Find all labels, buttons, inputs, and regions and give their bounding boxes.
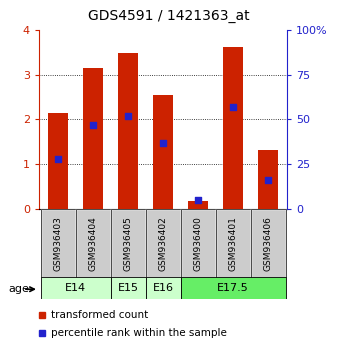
Bar	[83, 68, 103, 209]
Text: GDS4591 / 1421363_at: GDS4591 / 1421363_at	[88, 9, 250, 23]
FancyBboxPatch shape	[41, 209, 76, 278]
Point	[231, 104, 236, 110]
FancyBboxPatch shape	[180, 209, 216, 278]
FancyBboxPatch shape	[41, 277, 111, 299]
FancyBboxPatch shape	[76, 209, 111, 278]
Text: E15: E15	[118, 283, 139, 293]
FancyBboxPatch shape	[216, 209, 250, 278]
Text: E16: E16	[152, 283, 174, 293]
Point	[161, 140, 166, 145]
Text: GSM936406: GSM936406	[264, 216, 272, 271]
Bar	[189, 201, 208, 209]
Text: E17.5: E17.5	[217, 283, 249, 293]
Text: transformed count: transformed count	[51, 310, 148, 320]
Text: GSM936405: GSM936405	[124, 216, 132, 271]
FancyBboxPatch shape	[250, 209, 286, 278]
Text: GSM936404: GSM936404	[89, 216, 98, 271]
Text: GSM936403: GSM936403	[54, 216, 63, 271]
Point	[125, 113, 131, 119]
Bar	[153, 95, 173, 209]
Bar	[119, 53, 138, 209]
FancyBboxPatch shape	[111, 277, 146, 299]
Text: E14: E14	[65, 283, 86, 293]
Bar	[48, 113, 68, 209]
Point	[55, 156, 61, 162]
Text: GSM936402: GSM936402	[159, 216, 168, 271]
Text: percentile rank within the sample: percentile rank within the sample	[51, 328, 226, 338]
FancyBboxPatch shape	[111, 209, 146, 278]
Point	[195, 197, 201, 203]
Point	[265, 177, 271, 183]
Bar	[259, 150, 278, 209]
FancyBboxPatch shape	[146, 277, 180, 299]
Text: GSM936400: GSM936400	[194, 216, 202, 271]
Text: GSM936401: GSM936401	[228, 216, 238, 271]
Bar	[223, 47, 243, 209]
Point	[90, 122, 96, 128]
FancyBboxPatch shape	[180, 277, 286, 299]
Text: age: age	[8, 284, 29, 294]
FancyBboxPatch shape	[146, 209, 180, 278]
